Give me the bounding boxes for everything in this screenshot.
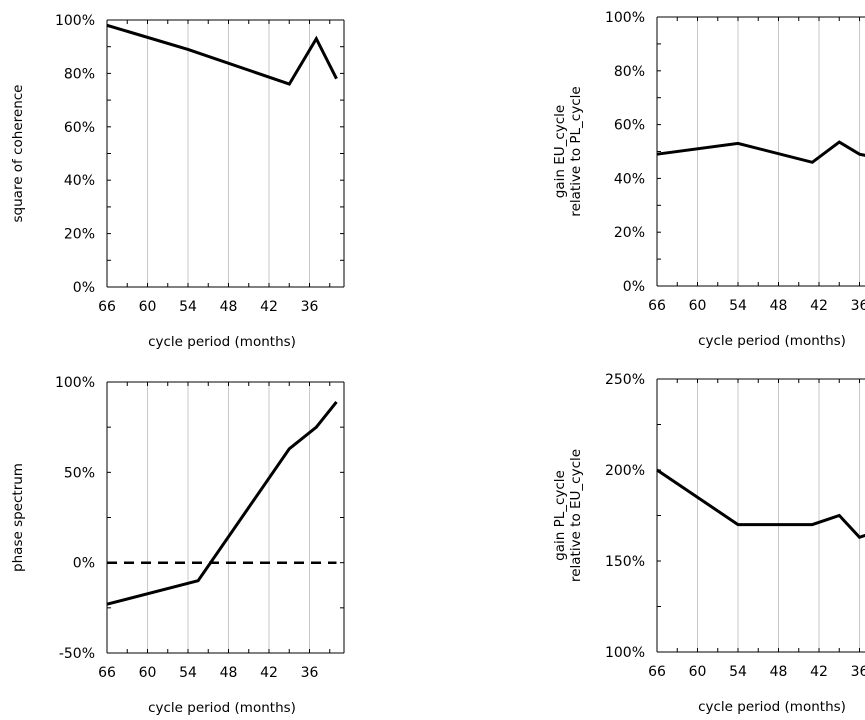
x-tick-label: 54 — [729, 664, 747, 680]
x-tick-label: 54 — [179, 299, 197, 315]
x-axis-label: cycle period (months) — [148, 334, 296, 350]
x-tick-label: 48 — [770, 664, 788, 680]
x-tick-label: 48 — [770, 298, 788, 314]
y-tick-label: 100% — [605, 645, 645, 661]
panel-phase: 100% 50% 0% -50%66 60 54 48 42 36 cycle period (m… — [10, 375, 345, 716]
y-tick-label: 20% — [64, 227, 95, 243]
y-tick-label: 40% — [64, 173, 95, 189]
x-tick-label: 48 — [220, 299, 238, 315]
y-tick-label: 250% — [605, 372, 645, 388]
x-tick-label: 36 — [301, 665, 319, 681]
series-line — [656, 468, 865, 540]
y-tick-label: 20% — [614, 225, 645, 241]
series-line — [106, 400, 338, 606]
y-tick-label: 50% — [64, 465, 95, 481]
y-axis-label: gain EU_cycle — [552, 105, 568, 199]
x-axis-label: cycle period (months) — [698, 333, 846, 349]
y-axis-label: gain PL_cycle — [552, 470, 568, 561]
panel-gain-pl: 250% 200% 150% 100%66 60 54 48 42 36 cycle period… — [552, 372, 865, 715]
x-tick-label: 60 — [689, 664, 707, 680]
x-tick-label: 42 — [810, 298, 828, 314]
x-axis-label: cycle period (months) — [698, 699, 846, 715]
x-tick-label: 42 — [260, 665, 278, 681]
x-tick-label: 54 — [729, 298, 747, 314]
y-tick-label: 60% — [614, 118, 645, 134]
y-tick-label: 80% — [614, 64, 645, 80]
x-tick-label: 42 — [810, 664, 828, 680]
y-axis-label: phase spectrum — [10, 463, 26, 572]
x-tick-label: 36 — [851, 664, 865, 680]
y-tick-label: 80% — [64, 66, 95, 82]
y-axis-label: relative to PL_cycle — [568, 86, 584, 216]
x-tick-label: 66 — [648, 298, 666, 314]
x-tick-label: 42 — [260, 299, 278, 315]
y-tick-label: 100% — [55, 13, 95, 29]
y-tick-label: 0% — [73, 280, 95, 296]
panel-coherence: 100% 80% 60% 40% 20% 0%66 60 54 48 42 36 cycle peri… — [10, 13, 345, 350]
y-axis-label: square of coherence — [10, 85, 26, 223]
x-tick-label: 36 — [301, 299, 319, 315]
x-tick-label: 66 — [98, 665, 116, 681]
y-axis-label: relative to EU_cycle — [568, 449, 584, 582]
x-tick-label: 60 — [139, 299, 157, 315]
panel-gain-eu: 100% 80% 60% 40% 20% 0%66 60 54 48 42 36 cycle peri… — [552, 10, 865, 349]
y-tick-label: 200% — [605, 463, 645, 479]
y-tick-label: 60% — [64, 120, 95, 136]
y-tick-label: 0% — [623, 279, 645, 295]
x-tick-label: 54 — [179, 665, 197, 681]
x-tick-label: 66 — [648, 664, 666, 680]
x-tick-label: 66 — [98, 299, 116, 315]
x-tick-label: 48 — [220, 665, 238, 681]
x-tick-label: 60 — [139, 665, 157, 681]
x-tick-label: 60 — [689, 298, 707, 314]
y-tick-label: 40% — [614, 171, 645, 187]
y-tick-label: 0% — [73, 556, 95, 572]
y-tick-label: 100% — [605, 10, 645, 26]
x-tick-label: 36 — [851, 298, 865, 314]
y-tick-label: 150% — [605, 554, 645, 570]
series-line — [106, 23, 338, 86]
y-tick-label: -50% — [59, 646, 95, 662]
series-line — [656, 140, 865, 164]
x-axis-label: cycle period (months) — [148, 700, 296, 716]
y-tick-label: 100% — [55, 375, 95, 391]
